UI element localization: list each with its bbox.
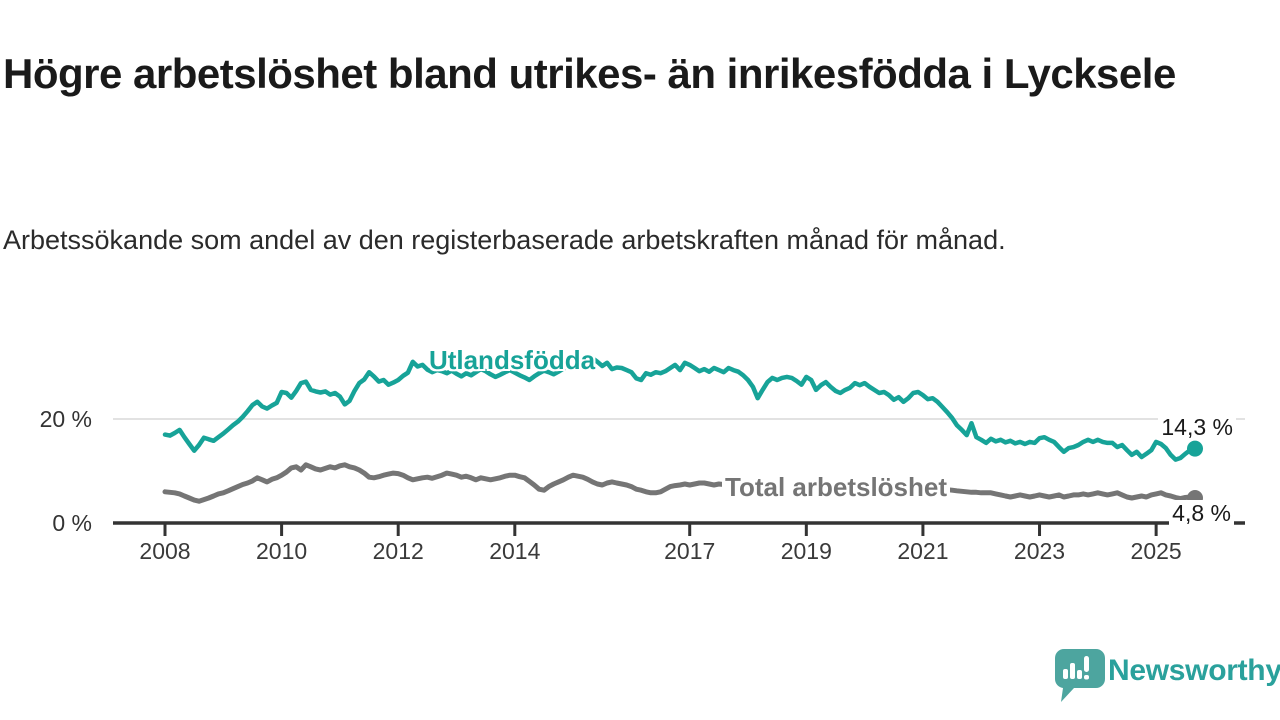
x-tick-label: 2012	[372, 538, 424, 564]
x-tick-label: 2025	[1130, 538, 1182, 564]
series-label-total-arbetsloshet: Total arbetslöshet	[722, 472, 951, 503]
y-tick-label: 20 %	[39, 406, 92, 432]
chart-canvas	[113, 355, 1245, 536]
page-title: Högre arbetslöshet bland utrikes- än inr…	[3, 50, 1176, 98]
x-axis-ticks	[163, 523, 1158, 536]
page-subtitle: Arbetssökande som andel av den registerb…	[3, 225, 1006, 255]
series-line-total-arbetsloshet	[162, 462, 1198, 504]
x-tick-label: 2010	[256, 538, 308, 564]
newsworthy-bubble-icon	[1054, 649, 1105, 702]
end-dot-utlandsfodda	[1187, 440, 1203, 457]
x-tick-label: 2023	[1013, 538, 1066, 564]
y-tick-label: 0 %	[52, 510, 92, 536]
chart-area: 0 % 20 % 2008 2010 2012 2014 2017 2019 2021 2023…	[39, 345, 1245, 564]
end-value-label-total: 4,8 %	[1169, 500, 1234, 526]
x-tick-label: 2019	[780, 538, 832, 564]
series-label-utlandsfodda: Utlandsfödda	[428, 345, 596, 375]
newsworthy-logo[interactable]: Newsworthy	[1052, 646, 1280, 706]
x-tick-label: 2008	[139, 538, 191, 564]
x-tick-label: 2017	[664, 538, 716, 564]
x-tick-label: 2021	[897, 538, 949, 564]
newsworthy-wordmark: Newsworthy	[1108, 654, 1280, 687]
end-value-label-utlandsfodda: 14,3 %	[1158, 414, 1236, 440]
series-line-utlandsfodda	[162, 355, 1198, 462]
x-tick-label: 2014	[489, 538, 541, 564]
